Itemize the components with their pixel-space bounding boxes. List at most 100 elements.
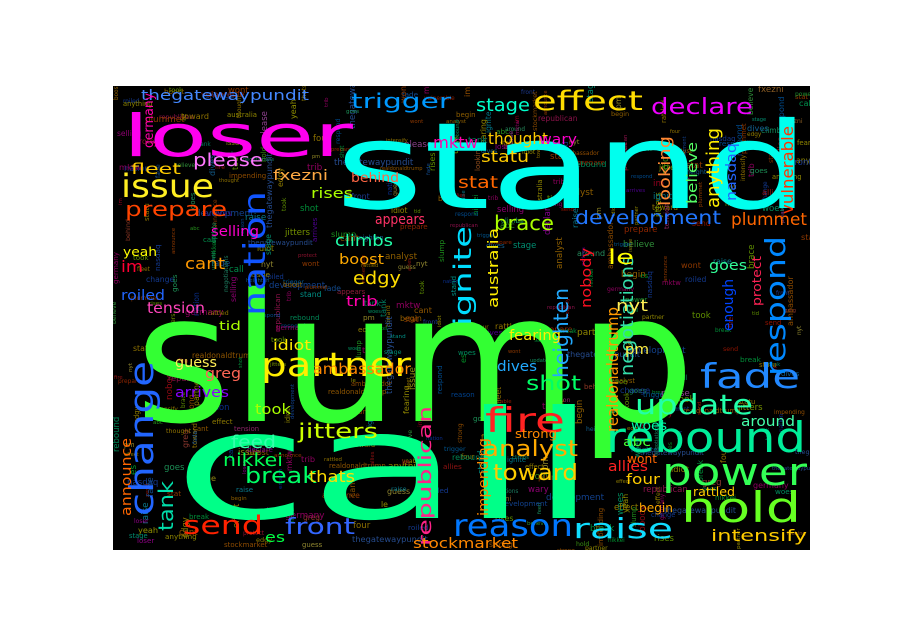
word-selling: selling <box>211 224 259 240</box>
word-shot: shot <box>526 371 581 395</box>
texture-word: prepare <box>577 158 606 167</box>
texture-word: thought <box>237 94 243 118</box>
texture-word: anything <box>123 100 153 108</box>
word-fire: fire <box>485 401 565 441</box>
texture-word: guess <box>302 541 323 549</box>
texture-word: ignite <box>365 406 374 427</box>
word-greg: greg <box>205 366 241 382</box>
texture-word: wont <box>681 260 701 270</box>
word-nobody: nobody <box>579 248 595 308</box>
texture-word: hold <box>576 541 589 548</box>
texture-word: arrives <box>204 208 232 218</box>
texture-word: respond <box>258 313 281 319</box>
word-tension: tension <box>147 299 205 317</box>
texture-word: idiot <box>336 409 355 419</box>
texture-word: loser <box>242 460 248 474</box>
word-fleet: fleet <box>131 160 181 178</box>
texture-word: announce <box>340 407 376 416</box>
texture-word: republican <box>159 113 193 121</box>
texture-word: development <box>682 136 688 170</box>
texture-word: impending <box>774 410 805 416</box>
texture-word: rattled <box>495 321 522 331</box>
texture-word: goes <box>702 486 717 493</box>
texture-word: tank <box>221 151 235 158</box>
word-issue: issue <box>121 167 214 205</box>
texture-word: vulnerable <box>220 438 264 448</box>
texture-word: strong <box>489 540 513 549</box>
texture-word: thegatewaypundit <box>772 466 810 472</box>
texture-word: tension <box>547 396 571 404</box>
word-fade: fade <box>700 357 800 397</box>
word-nation: nation <box>238 191 273 316</box>
texture-word: allies <box>443 462 462 471</box>
texture-word: woes <box>458 349 476 357</box>
texture-word: stat <box>795 93 808 101</box>
texture-word: goes <box>189 192 197 209</box>
texture-word: toward <box>181 111 209 121</box>
texture-word: brace <box>747 244 757 269</box>
texture-word: ignite <box>507 456 526 464</box>
texture-word: wont <box>398 86 408 103</box>
texture-word: roiled <box>265 273 284 281</box>
texture-word: selling <box>229 276 238 302</box>
texture-word: development <box>627 346 686 356</box>
word-australia: australia <box>486 228 502 308</box>
texture-word: realdonaldtrump <box>380 166 423 172</box>
texture-word: nobody <box>377 508 400 515</box>
word-respond: respond <box>759 236 792 376</box>
texture-word: nikkei <box>587 268 595 287</box>
texture-word: behind <box>584 383 607 391</box>
word-trigger: trigger <box>351 89 452 113</box>
word-change: change <box>122 361 161 516</box>
texture-word: tank <box>378 299 388 317</box>
texture-word: yeah <box>601 402 617 410</box>
texture-word: took <box>230 152 240 170</box>
word-impending: impending <box>476 438 492 516</box>
texture-word: climbs <box>501 217 524 225</box>
texture-word: believe <box>174 163 195 169</box>
texture-word: toward <box>536 140 542 158</box>
texture-word: abc <box>500 220 515 230</box>
word-germany: germany <box>142 93 157 148</box>
texture-word: believe <box>113 301 118 324</box>
texture-word: idiot <box>437 315 443 327</box>
texture-word: announce <box>543 90 549 115</box>
texture-word: update <box>632 147 653 153</box>
texture-word: negotiations <box>654 423 660 456</box>
texture-word: front <box>521 90 536 96</box>
texture-word: slump <box>630 507 638 527</box>
texture-word: strong <box>457 423 464 443</box>
texture-word: respond <box>455 212 479 218</box>
texture-word: protect <box>134 137 162 146</box>
texture-word: announce <box>663 256 669 282</box>
texture-word: announce <box>213 199 219 228</box>
texture-word: begin <box>456 111 476 119</box>
texture-word: development <box>269 281 326 291</box>
texture-word: thegatewaypundit <box>567 350 640 359</box>
texture-word: edgy <box>276 167 285 187</box>
texture-word: plummet <box>538 472 576 482</box>
word-edgy: edgy <box>353 268 401 289</box>
word-goes: goes <box>709 258 747 274</box>
texture-word: statu <box>759 361 777 369</box>
texture-word: stand <box>390 334 406 340</box>
texture-word: thats <box>624 331 634 354</box>
texture-word: roiled <box>561 141 570 163</box>
texture-word: break <box>715 328 732 334</box>
texture-word: power <box>625 295 647 304</box>
texture-word: call <box>203 236 215 244</box>
texture-word: germany <box>113 251 120 284</box>
texture-word: stockmarket <box>224 541 268 549</box>
texture-word: greg <box>784 308 796 314</box>
texture-word: mktw <box>515 120 521 135</box>
word-power: power <box>662 450 807 494</box>
texture-word: strong <box>557 548 575 550</box>
word-im: im <box>121 257 143 276</box>
word-tank: tank <box>154 481 178 531</box>
texture-word: cant <box>595 525 601 537</box>
texture-word: strong <box>187 394 196 419</box>
texture-word: reason <box>227 437 235 461</box>
texture-word: edgy <box>627 426 641 432</box>
word-behind: behind <box>351 171 399 186</box>
texture-word: impending <box>417 453 425 489</box>
